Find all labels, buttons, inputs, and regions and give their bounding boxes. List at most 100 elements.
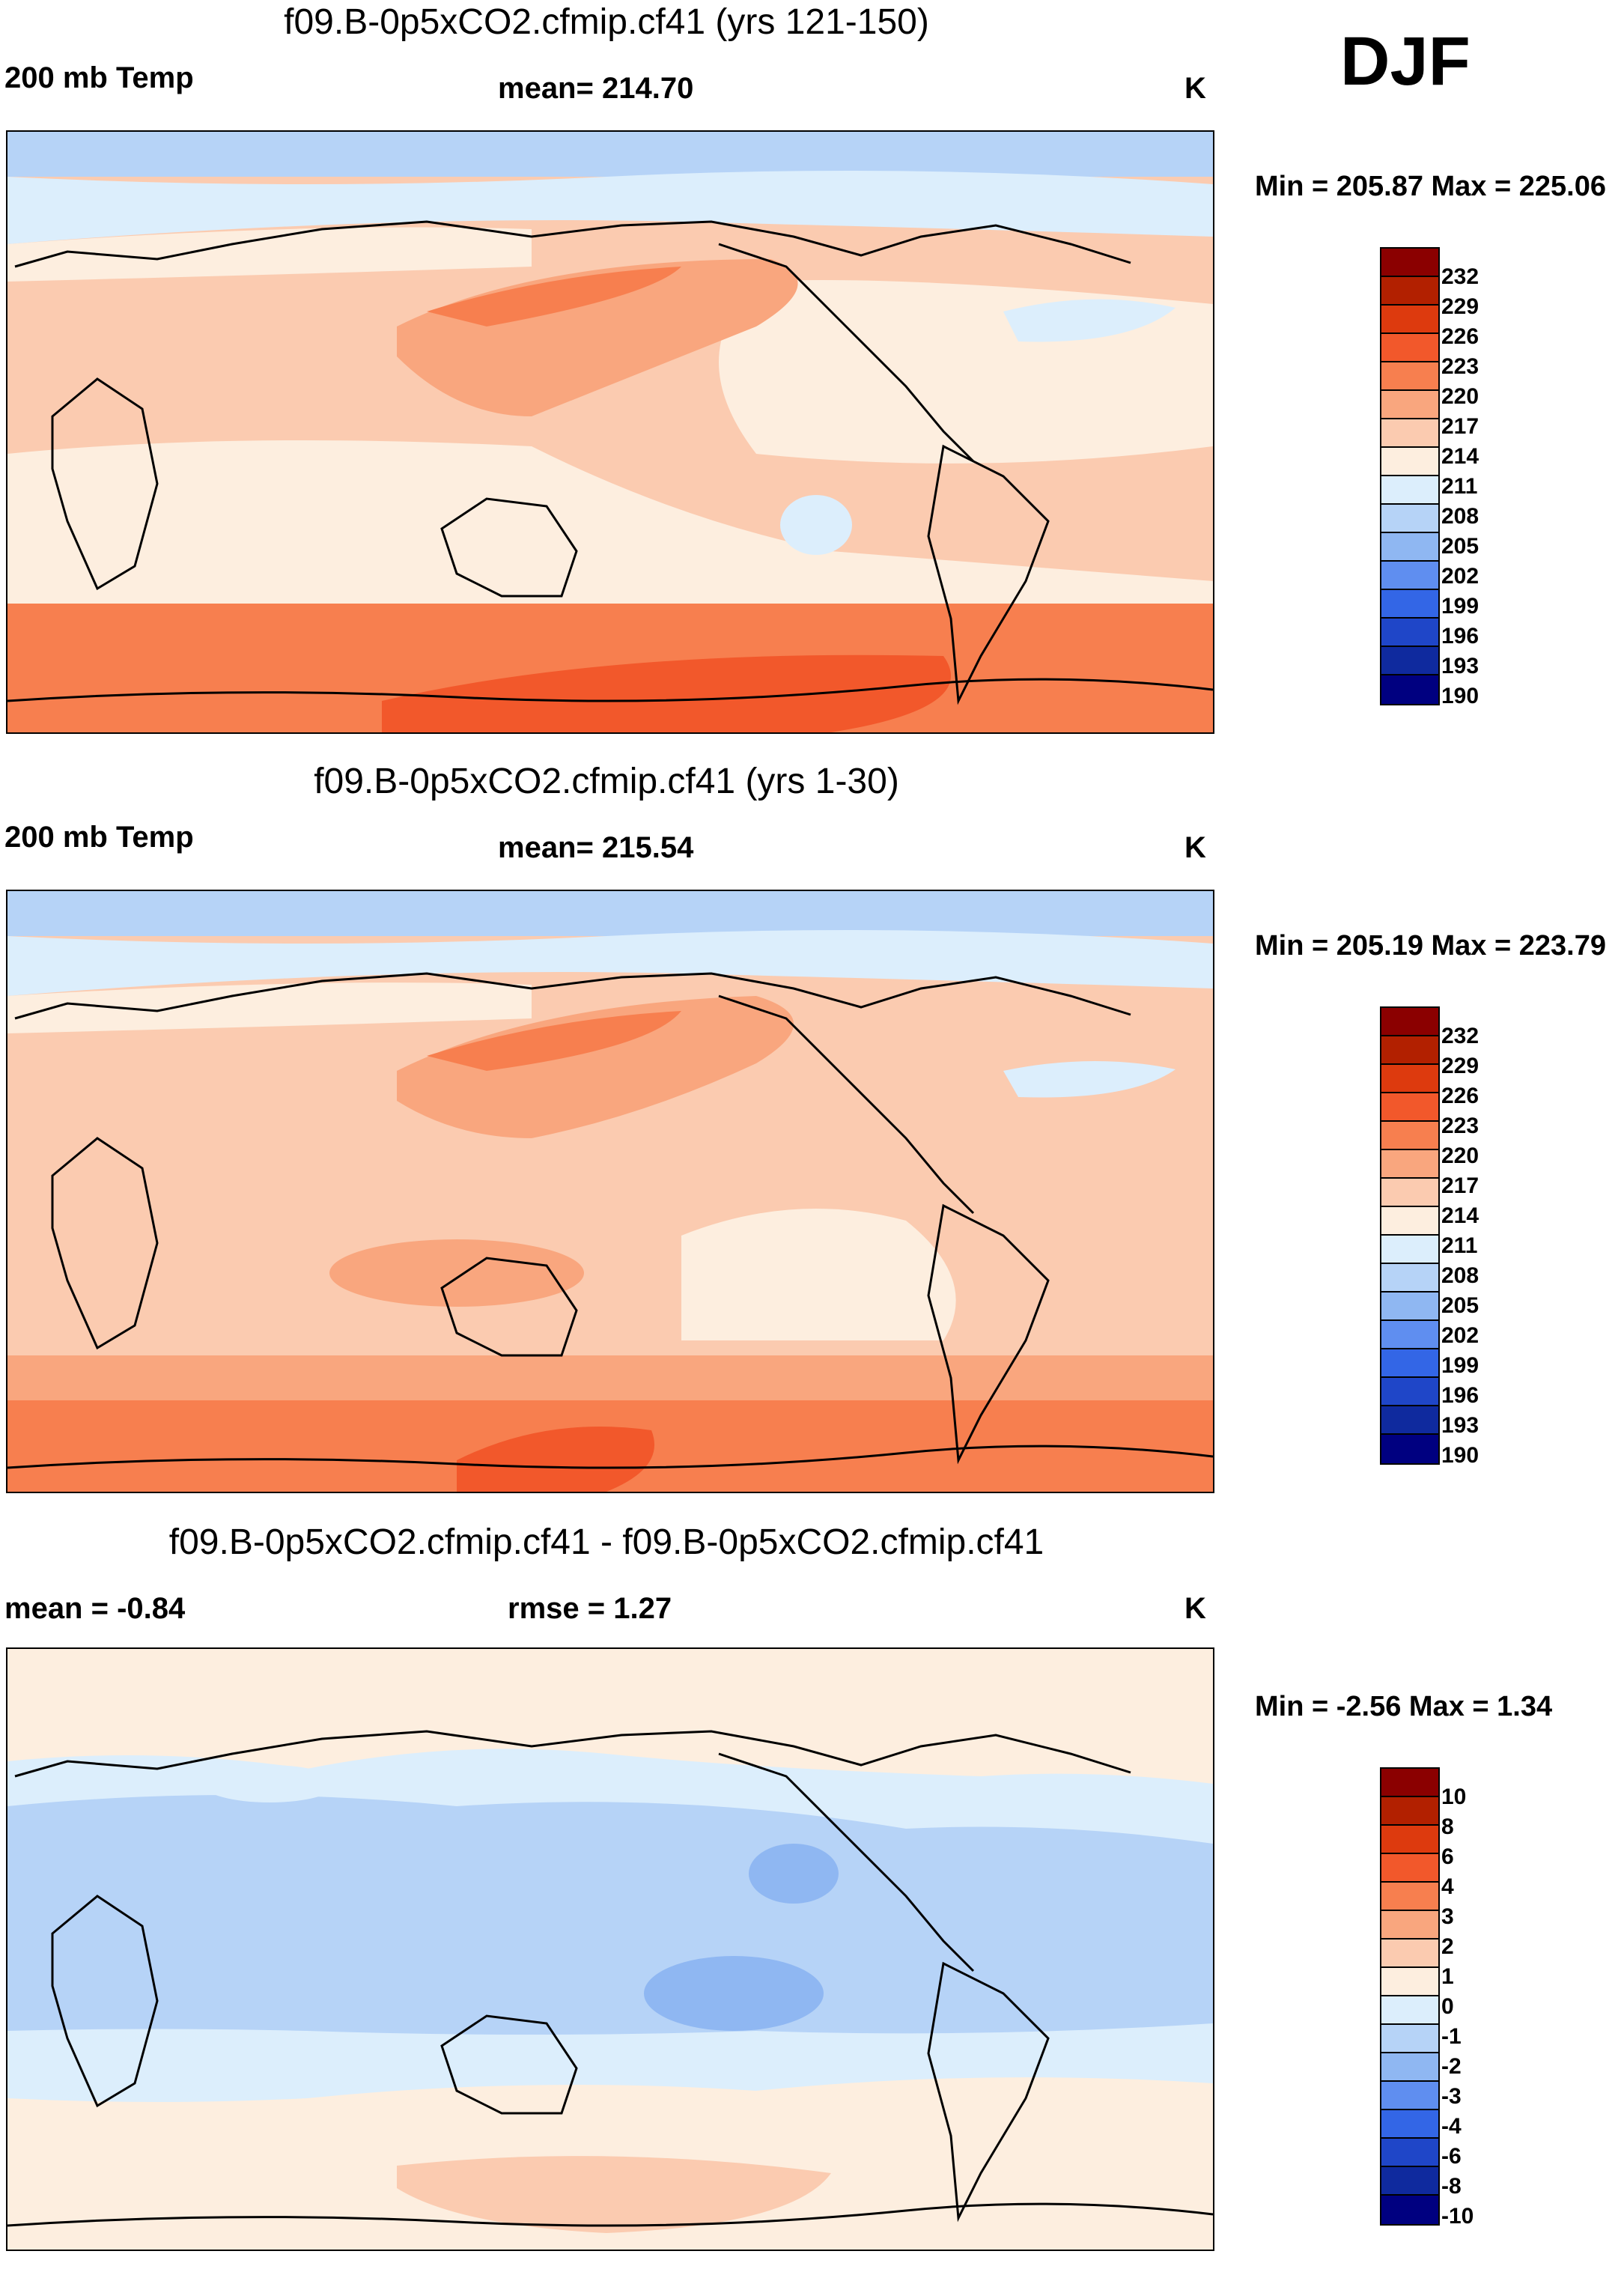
map-3-coastline-north xyxy=(14,1730,1131,1778)
map-1-cold-spot xyxy=(780,495,852,555)
colorbar-tick: 8 xyxy=(1441,1814,1454,1839)
map-2-south-america-outline xyxy=(927,1203,1050,1465)
colorbar-tick: 208 xyxy=(1441,1263,1479,1288)
map-2-atlantic-cold xyxy=(1003,1060,1176,1098)
colorbar-tick: 226 xyxy=(1441,324,1479,349)
panel-3-title: f09.B-0p5xCO2.cfmip.cf41 - f09.B-0p5xCO2… xyxy=(168,1522,1044,1562)
panel-3-colorbar-box xyxy=(1381,2110,1438,2139)
panel-1-colorbar-box xyxy=(1381,249,1438,277)
panel-2-colorbar-box xyxy=(1381,1150,1438,1179)
panel-3-colorbar-box xyxy=(1381,2053,1438,2082)
map-1-coastline-north xyxy=(14,220,1131,268)
panel-2-center-label: mean= 215.54 xyxy=(498,831,694,864)
panel-2-colorbar-box xyxy=(1381,1093,1438,1122)
panel-1-map xyxy=(6,130,1214,734)
panel-1-minmax: Min = 205.87 Max = 225.06 xyxy=(1255,171,1606,202)
panel-2-colorbar-box xyxy=(1381,1406,1438,1435)
panel-3-colorbar-box xyxy=(1381,1883,1438,1911)
panel-2-colorbar-box xyxy=(1381,1378,1438,1406)
colorbar-tick: 193 xyxy=(1441,654,1479,678)
colorbar-tick: 232 xyxy=(1441,1024,1479,1048)
panel-2-colorbar xyxy=(1380,1006,1440,1465)
colorbar-tick: 10 xyxy=(1441,1784,1467,1809)
panel-1-colorbar-box xyxy=(1381,334,1438,362)
colorbar-tick: 6 xyxy=(1441,1844,1454,1869)
map-3-cold-band xyxy=(7,1795,1213,2035)
panel-2-map xyxy=(6,890,1214,1493)
map-3-africa-outline xyxy=(51,1895,159,2108)
map-1-high-lat-band xyxy=(7,227,532,282)
panel-1-colorbar-box xyxy=(1381,590,1438,619)
map-2-antarctic-hot xyxy=(457,1427,654,1492)
panel-1-colorbar-box xyxy=(1381,505,1438,533)
panel-1-colorbar-box xyxy=(1381,391,1438,419)
colorbar-tick: 193 xyxy=(1441,1413,1479,1438)
panel-2-colorbar-box xyxy=(1381,1264,1438,1293)
panel-3-colorbar-box xyxy=(1381,1769,1438,1797)
colorbar-tick: 205 xyxy=(1441,534,1479,559)
colorbar-tick: 214 xyxy=(1441,1203,1479,1228)
colorbar-tick: 4 xyxy=(1441,1874,1454,1899)
panel-3-colorbar-box xyxy=(1381,1911,1438,1940)
map-2-high-lat-band xyxy=(7,982,532,1033)
panel-2-left-label: 200 mb Temp xyxy=(4,821,194,854)
map-3-warm-south xyxy=(397,2156,831,2233)
panel-2-colorbar-box xyxy=(1381,1179,1438,1207)
panel-2-colorbar-box xyxy=(1381,1236,1438,1264)
panel-2-colorbar-box xyxy=(1381,1207,1438,1236)
map-1-north-america-coast xyxy=(718,243,975,463)
panel-1-colorbar-box xyxy=(1381,476,1438,505)
panel-3-colorbar-box xyxy=(1381,1854,1438,1883)
panel-3-colorbar xyxy=(1380,1767,1440,2226)
colorbar-tick: -3 xyxy=(1441,2084,1462,2109)
colorbar-tick: -10 xyxy=(1441,2204,1474,2229)
colorbar-tick: 205 xyxy=(1441,1293,1479,1318)
map-3-australia-outline xyxy=(440,2014,578,2115)
map-2-coastline-north xyxy=(14,972,1131,1020)
colorbar-tick: 2 xyxy=(1441,1934,1454,1959)
colorbar-tick: 229 xyxy=(1441,1054,1479,1078)
panel-2-colorbar-box xyxy=(1381,1435,1438,1463)
panel-3-colorbar-box xyxy=(1381,2167,1438,2196)
map-3-south-america-outline xyxy=(927,1961,1050,2223)
colorbar-tick: 232 xyxy=(1441,264,1479,289)
panel-3-left-label: mean = -0.84 xyxy=(4,1592,186,1625)
map-1-africa-outline xyxy=(51,377,159,591)
map-1-kuroshio-hot xyxy=(427,267,681,326)
map-1-south-america-outline xyxy=(927,444,1050,705)
panel-3-colorbar-box xyxy=(1381,1996,1438,2025)
colorbar-tick: 211 xyxy=(1441,1233,1478,1258)
panel-1-colorbar-box xyxy=(1381,362,1438,391)
colorbar-tick: 196 xyxy=(1441,1383,1479,1408)
panel-2-colorbar-box xyxy=(1381,1349,1438,1378)
panel-3-minmax: Min = -2.56 Max = 1.34 xyxy=(1255,1691,1553,1722)
map-1-antarctica-coast xyxy=(7,678,1213,702)
panel-1-colorbar-box xyxy=(1381,419,1438,448)
panel-3-units: K xyxy=(1184,1592,1206,1625)
panel-2: f09.B-0p5xCO2.cfmip.cf41 (yrs 1-30) 200 … xyxy=(0,759,1624,1508)
map-2-arctic-band xyxy=(7,930,1213,996)
colorbar-tick: 214 xyxy=(1441,444,1479,469)
map-1-atlantic-cold xyxy=(1003,299,1176,342)
panel-3-colorbar-box xyxy=(1381,2082,1438,2110)
map-1-antarctic-hot xyxy=(382,654,951,732)
colorbar-tick: -6 xyxy=(1441,2144,1462,2169)
map-3-north-america-coast xyxy=(718,1752,975,1972)
colorbar-tick: 196 xyxy=(1441,624,1479,648)
panel-1-center-label: mean= 214.70 xyxy=(498,72,694,105)
colorbar-tick: 3 xyxy=(1441,1904,1454,1929)
map-2-north-america-coast xyxy=(718,994,975,1215)
panel-1-colorbar-box xyxy=(1381,277,1438,306)
map-2-kuroshio-hot xyxy=(427,1011,681,1071)
colorbar-tick: 0 xyxy=(1441,1994,1454,2019)
colorbar-tick: 211 xyxy=(1441,474,1478,499)
colorbar-tick: 202 xyxy=(1441,1323,1479,1348)
colorbar-tick: 226 xyxy=(1441,1084,1479,1108)
map-2-australia-warm xyxy=(329,1239,584,1307)
panel-3-colorbar-box xyxy=(1381,1797,1438,1826)
panel-3-colorbar-box xyxy=(1381,2139,1438,2167)
panel-2-colorbar-box xyxy=(1381,1293,1438,1321)
map-3-antarctica-coast xyxy=(7,2202,1213,2227)
panel-1-units: K xyxy=(1184,72,1206,105)
panel-1: f09.B-0p5xCO2.cfmip.cf41 (yrs 121-150) 2… xyxy=(0,0,1624,749)
